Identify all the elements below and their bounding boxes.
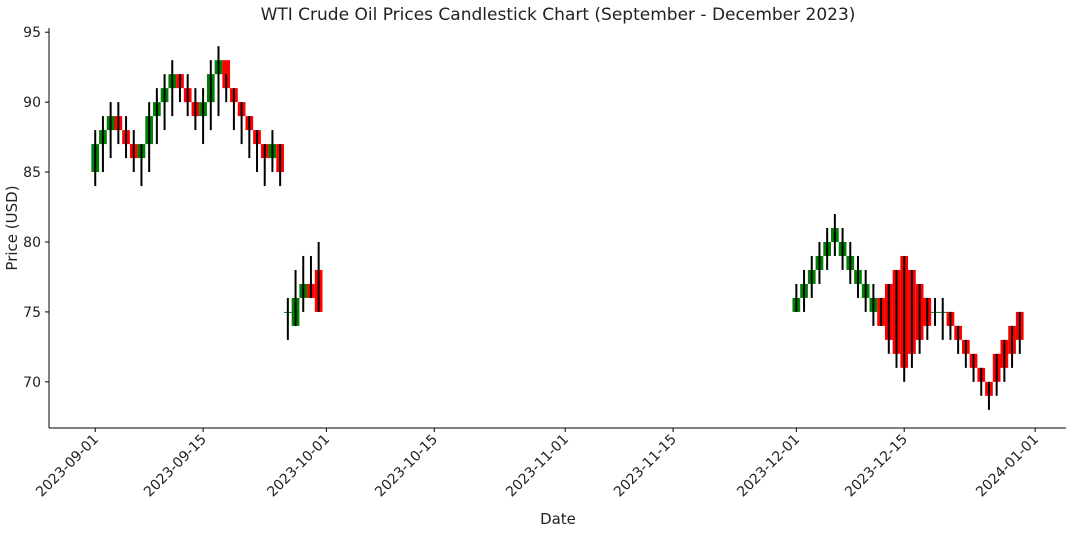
candle [99,116,107,173]
candle [854,255,862,298]
candle [792,283,801,312]
candle [946,311,955,340]
x-tick-label: 2023-11-15 [611,432,680,501]
x-tick-label: 2023-09-15 [141,432,210,501]
candle [191,88,200,131]
candle [283,297,292,340]
candle [129,130,138,173]
candle [869,283,878,326]
candle [985,381,993,410]
y-tick-label: 90 [23,95,41,111]
candle [230,88,238,131]
candle [807,255,816,298]
candle [969,353,978,382]
x-tick-label: 2023-11-01 [503,432,572,501]
x-tick-label: 2024-01-01 [973,432,1042,501]
x-tick-label: 2023-12-01 [734,432,803,501]
candle [892,269,901,368]
y-tick-label: 95 [23,25,41,41]
candle [861,269,870,312]
candle [291,269,300,326]
chart-title: WTI Crude Oil Prices Candlestick Chart (… [261,5,856,25]
candle [145,102,154,173]
candle [923,297,932,340]
x-tick-label: 2023-10-01 [264,432,333,501]
y-tick-label: 85 [23,165,41,181]
candle [954,325,962,354]
candle [815,241,824,284]
candle [122,116,130,159]
candle [307,255,315,298]
candle [199,88,207,145]
y-tick-label: 70 [23,375,41,391]
candle [137,144,146,187]
candle [168,60,177,117]
candle [800,269,808,312]
candle [276,144,284,187]
y-tick-label: 80 [23,235,41,251]
candle [260,144,269,187]
candle [206,60,215,131]
candle [237,102,246,145]
x-axis-label: Date [540,510,576,528]
x-tick-label: 2023-12-15 [842,432,911,501]
candle [160,74,169,131]
x-tick-label: 2023-09-01 [33,432,102,501]
candle [846,241,855,284]
candle [992,353,1001,396]
candle [961,339,970,368]
candle [91,130,100,187]
candle [915,283,924,354]
candle [106,102,115,159]
candle [1000,339,1009,382]
y-tick-label: 75 [23,305,41,321]
candle [877,297,885,326]
candle [314,241,323,312]
candle [299,255,308,312]
candle [977,367,986,396]
candle [823,228,832,270]
candle [1015,311,1024,354]
candle [900,255,909,382]
candle [183,74,192,117]
candle [838,228,847,270]
candle [153,88,161,145]
candle [268,130,277,173]
candle [253,130,261,173]
candle [245,116,254,159]
candle [214,46,223,117]
candle [884,283,893,354]
x-tick-label: 2023-10-15 [372,432,441,501]
candle [222,60,231,103]
candles-layer [91,46,1024,410]
candle [1008,325,1016,368]
candle [938,297,947,340]
y-axis-label: Price (USD) [3,185,21,270]
candle [831,214,839,256]
candle [176,74,184,103]
candle [931,297,939,326]
candle [908,269,916,368]
candle [114,102,123,145]
